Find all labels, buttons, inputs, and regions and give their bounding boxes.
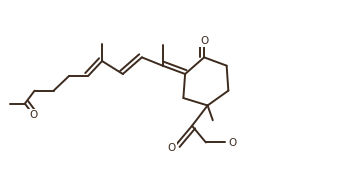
Text: O: O [168, 143, 176, 153]
Text: O: O [29, 110, 38, 120]
Text: O: O [228, 138, 237, 148]
Text: O: O [200, 36, 208, 46]
